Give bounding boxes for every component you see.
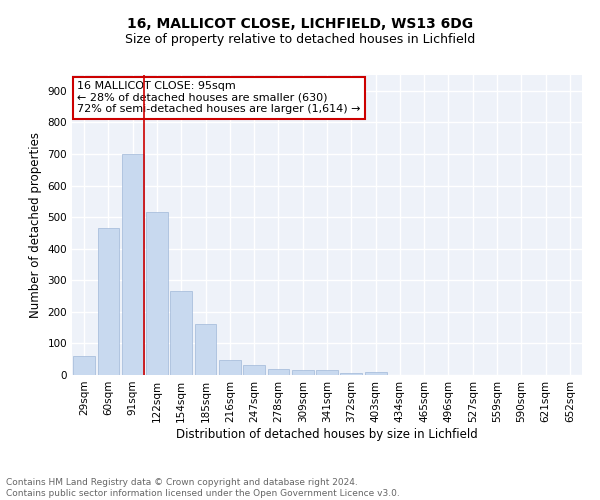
Bar: [316, 370, 338, 375]
X-axis label: Distribution of detached houses by size in Lichfield: Distribution of detached houses by size …: [176, 428, 478, 440]
Bar: [146, 212, 168, 375]
Bar: [243, 365, 265, 375]
Bar: [340, 374, 362, 375]
Bar: [219, 360, 241, 375]
Text: 16, MALLICOT CLOSE, LICHFIELD, WS13 6DG: 16, MALLICOT CLOSE, LICHFIELD, WS13 6DG: [127, 18, 473, 32]
Text: Contains HM Land Registry data © Crown copyright and database right 2024.
Contai: Contains HM Land Registry data © Crown c…: [6, 478, 400, 498]
Bar: [194, 324, 217, 375]
Bar: [365, 372, 386, 375]
Bar: [122, 154, 143, 375]
Bar: [97, 228, 119, 375]
Y-axis label: Number of detached properties: Number of detached properties: [29, 132, 42, 318]
Bar: [268, 368, 289, 375]
Bar: [170, 292, 192, 375]
Text: 16 MALLICOT CLOSE: 95sqm
← 28% of detached houses are smaller (630)
72% of semi-: 16 MALLICOT CLOSE: 95sqm ← 28% of detach…: [77, 81, 361, 114]
Bar: [292, 370, 314, 375]
Bar: [73, 356, 95, 375]
Text: Size of property relative to detached houses in Lichfield: Size of property relative to detached ho…: [125, 32, 475, 46]
